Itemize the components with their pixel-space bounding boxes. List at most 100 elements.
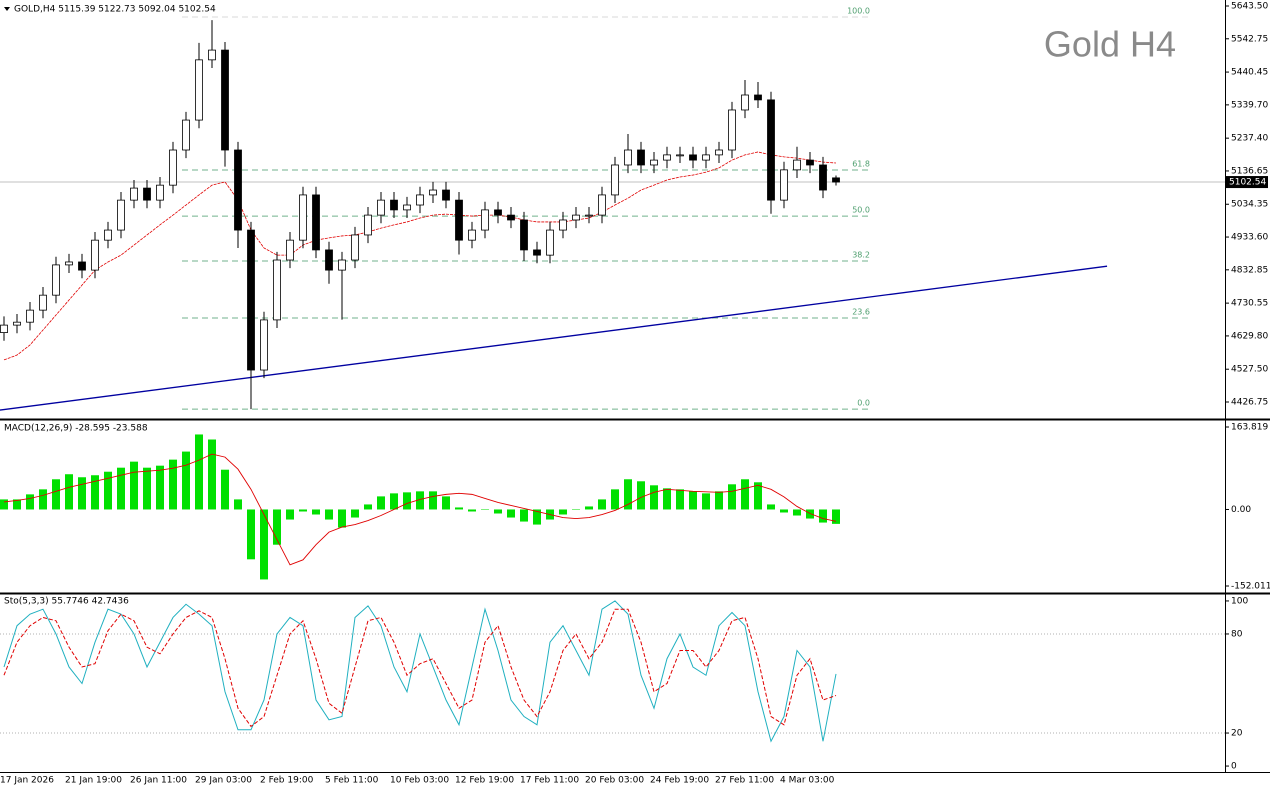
- macd-bar: [598, 499, 606, 510]
- macd-bar: [676, 489, 684, 510]
- macd-bar: [806, 509, 814, 519]
- macd-bar: [234, 499, 242, 510]
- macd-bar: [286, 509, 294, 520]
- macd-bar: [702, 493, 710, 510]
- y-tick-label: 5136.65: [1231, 166, 1268, 176]
- y-tick-label: 0: [1231, 762, 1237, 772]
- candle-body: [611, 164, 619, 196]
- x-tick-label: 17 Jan 2026: [0, 776, 54, 786]
- fib-label: 23.6: [852, 307, 870, 316]
- candle-body: [754, 94, 762, 101]
- candle-body: [117, 199, 125, 231]
- macd-bar: [780, 509, 788, 513]
- y-tick-label: 5034.35: [1231, 200, 1268, 210]
- x-tick-label: 4 Mar 03:00: [780, 776, 835, 786]
- candle-body: [91, 239, 99, 271]
- macd-bar: [39, 489, 47, 510]
- y-tick-label: 5643.50: [1231, 1, 1268, 11]
- y-tick-label: 4933.60: [1231, 233, 1268, 243]
- candle-body: [780, 169, 788, 201]
- macd-bar: [533, 509, 541, 525]
- y-tick-label: 80: [1231, 629, 1243, 639]
- candle-body: [13, 321, 21, 326]
- candle-body: [650, 159, 658, 166]
- y-tick-label: 100: [1231, 596, 1248, 606]
- macd-header: MACD(12,26,9) -28.595 -23.588: [4, 424, 148, 434]
- macd-bar: [195, 434, 203, 510]
- candle-body: [286, 239, 294, 261]
- x-tick-label: 29 Jan 03:00: [195, 776, 252, 786]
- macd-bar: [156, 465, 164, 510]
- current-price-box: [1226, 176, 1268, 189]
- candle-body: [442, 189, 450, 201]
- macd-bar: [273, 509, 281, 545]
- fib-label: 61.8: [852, 159, 870, 168]
- macd-bar: [741, 479, 749, 510]
- candle-body: [663, 154, 671, 161]
- candle-body: [65, 261, 73, 266]
- macd-bar: [13, 499, 21, 510]
- moving-average: [3, 151, 837, 361]
- macd-bar: [832, 509, 840, 524]
- candle-body: [728, 109, 736, 151]
- macd-bar: [26, 494, 34, 510]
- candle-body: [26, 309, 34, 323]
- candle-body: [390, 199, 398, 211]
- candle-body: [377, 199, 385, 216]
- macd-bar: [793, 509, 801, 516]
- macd-bar: [78, 477, 86, 510]
- y-tick-label: 4730.55: [1231, 299, 1268, 309]
- macd-bar: [65, 474, 73, 510]
- macd-bar: [325, 509, 333, 520]
- candle-body: [741, 94, 749, 111]
- macd-bar: [572, 509, 580, 510]
- macd-bar: [689, 491, 697, 510]
- x-tick-label: 20 Feb 03:00: [585, 776, 644, 786]
- candle-body: [767, 99, 775, 201]
- candle-body: [637, 149, 645, 166]
- candle-body: [364, 214, 372, 236]
- macd-bar: [377, 496, 385, 510]
- macd-bar: [247, 509, 255, 560]
- x-tick-label: 24 Feb 19:00: [650, 776, 709, 786]
- macd-bar: [338, 509, 346, 528]
- x-tick-label: 26 Jan 11:00: [130, 776, 187, 786]
- macd-signal: [3, 453, 837, 566]
- y-tick-label: 163.819: [1231, 423, 1268, 433]
- macd-bar: [364, 504, 372, 510]
- symbol-header: GOLD,H4 5115.39 5122.73 5092.04 5102.54: [14, 5, 216, 15]
- candle-body: [520, 219, 528, 251]
- candle-body: [325, 249, 333, 271]
- candle-body: [533, 249, 541, 256]
- macd-bar: [455, 507, 463, 510]
- macd-bar: [208, 439, 216, 510]
- candle-body: [494, 209, 502, 216]
- candle-body: [221, 49, 229, 151]
- macd-bar: [299, 509, 307, 512]
- candle-body: [676, 154, 684, 157]
- macd-bar: [403, 492, 411, 510]
- macd-bar: [624, 479, 632, 510]
- x-tick-label: 10 Feb 03:00: [390, 776, 449, 786]
- macd-bar: [663, 488, 671, 510]
- macd-bar: [104, 471, 112, 510]
- candle-body: [585, 214, 593, 217]
- stochastic-signal: [3, 608, 837, 728]
- candle-body: [572, 214, 580, 221]
- current-price-label: 5102.54: [1229, 178, 1266, 188]
- candle-body: [104, 229, 112, 241]
- candle-body: [455, 199, 463, 241]
- candle-body: [39, 294, 47, 311]
- candle-body: [416, 194, 424, 206]
- menu-triangle[interactable]: [4, 7, 10, 11]
- x-tick-label: 5 Feb 11:00: [325, 776, 379, 786]
- candle-body: [338, 259, 346, 271]
- y-tick-label: 4832.85: [1231, 265, 1268, 275]
- candle-body: [130, 187, 138, 201]
- candle-body: [689, 154, 697, 161]
- candle-body: [598, 194, 606, 216]
- macd-bar: [91, 475, 99, 510]
- macd-bar: [520, 509, 528, 522]
- macd-bar: [351, 509, 359, 518]
- macd-bar: [429, 491, 437, 510]
